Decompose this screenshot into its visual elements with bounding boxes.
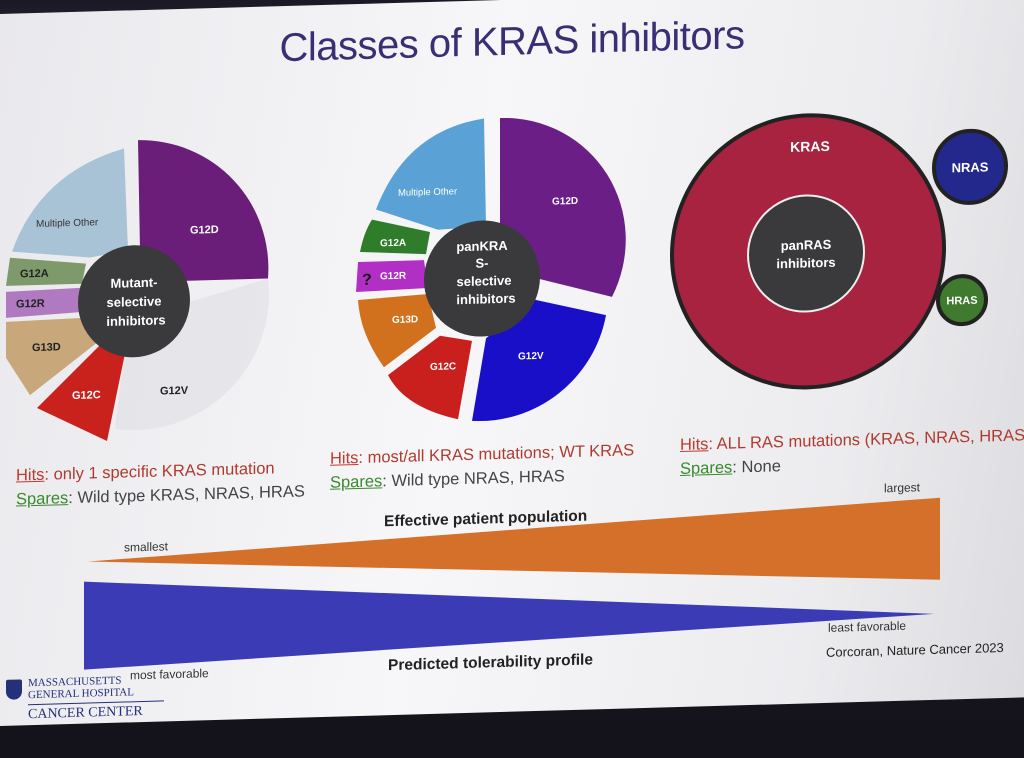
- panel1-segment-g13d: [6, 317, 104, 396]
- panel1-segment-multiple-other: [12, 148, 128, 258]
- panras-center-line2: inhibitors: [776, 255, 835, 272]
- panel3-spares-key: Spares: [680, 458, 733, 479]
- diagram-graphics: G12D G12V G12C G13D G12R G12A Multiple O…: [6, 113, 1008, 670]
- panel2-caption: Hits: most/all KRAS mutations; WT KRAS S…: [330, 438, 634, 494]
- panel2-hits-value: : most/all KRAS mutations; WT KRAS: [358, 441, 635, 467]
- panel2-label-g13d: G13D: [392, 314, 418, 326]
- panel1-center-disc: [78, 245, 190, 358]
- logo-line2: GENERAL HOSPITAL: [28, 686, 134, 702]
- kras-label: KRAS: [790, 138, 830, 155]
- panel1-label-g12a: G12A: [20, 268, 49, 281]
- panel1-center-line2: selective: [107, 293, 162, 310]
- panel1-spares-value: : Wild type KRAS, NRAS, HRAS: [68, 482, 305, 508]
- panel1-label-g12v: G12V: [160, 385, 189, 398]
- panel2-donut: [356, 118, 626, 422]
- panel2-label-g12v: G12V: [518, 351, 544, 363]
- panel3-circles: [670, 113, 1008, 390]
- panel1-hits-value: : only 1 specific KRAS mutation: [44, 459, 275, 484]
- panel2-spares-value: : Wild type NRAS, HRAS: [382, 467, 565, 491]
- panel2-label-g12d: G12D: [552, 196, 578, 208]
- mgh-logo: MASSACHUSETTS GENERAL HOSPITAL CANCER CE…: [6, 673, 164, 723]
- panel3-caption: Hits: ALL RAS mutations (KRAS, NRAS, HRA…: [680, 423, 1024, 481]
- panel2-question-mark: ?: [362, 272, 372, 289]
- population-min-label: smallest: [124, 539, 169, 555]
- panel1-segment-g12r: [6, 287, 88, 318]
- panel2-center-line3: selective: [457, 273, 512, 290]
- panras-center-disc: [747, 194, 865, 313]
- panel2-center-disc: [424, 220, 540, 337]
- panel3-hits-key: Hits: [680, 435, 709, 455]
- nras-circle: [932, 128, 1008, 205]
- panel1-label-g12d: G12D: [190, 224, 219, 237]
- population-max-label: largest: [884, 480, 921, 496]
- panel2-hits-key: Hits: [330, 448, 359, 468]
- panel1-label-g13d: G13D: [32, 341, 61, 354]
- shield-icon: [6, 679, 22, 700]
- nras-label: NRAS: [952, 159, 989, 175]
- population-wedge: [88, 497, 940, 580]
- panel2-segment-g13d: [358, 294, 436, 368]
- panel3-spares-value: : None: [732, 457, 781, 477]
- panel1-label-multiple-other: Multiple Other: [36, 217, 99, 230]
- panel2-center-line4: inhibitors: [456, 291, 515, 308]
- hras-label: HRAS: [946, 295, 977, 308]
- panel2-segment-g12a: [360, 219, 430, 255]
- panel2-segment-g12r: [356, 260, 428, 293]
- panel1-hits-key: Hits: [16, 465, 45, 485]
- panel1-segment-g12d: [138, 140, 269, 282]
- panel1-segment-g12c: [37, 341, 126, 442]
- panel1-center-line1: Mutant-: [111, 275, 158, 291]
- panel2-center-line2: S-: [476, 255, 489, 270]
- tolerability-wedge: [84, 581, 934, 670]
- panel1-segment-g12a: [6, 257, 86, 286]
- panel1-spares-key: Spares: [16, 489, 69, 509]
- panel2-segment-g12c: [388, 335, 472, 420]
- panel2-segment-multiple-other: [376, 118, 486, 230]
- panel2-label-g12a: G12A: [380, 238, 406, 250]
- panel2-label-multiple-other: Multiple Other: [398, 186, 457, 199]
- panel2-label-g12c: G12C: [430, 361, 456, 373]
- panel2-center-line1: panKRA: [456, 238, 508, 254]
- panel1-caption: Hits: only 1 specific KRAS mutation Spar…: [16, 455, 305, 511]
- panras-center-line1: panRAS: [781, 237, 832, 253]
- panel1-label-g12c: G12C: [72, 389, 101, 402]
- presentation-slide: Classes of KRAS inhibitors: [0, 0, 1024, 726]
- panel1-label-g12r: G12R: [16, 298, 45, 311]
- hras-circle: [936, 274, 988, 327]
- panel2-label-g12r: G12R: [380, 271, 407, 283]
- panel1-donut: [6, 140, 269, 442]
- panel1-center-line3: inhibitors: [106, 312, 165, 329]
- tolerability-max-label: least favorable: [828, 618, 907, 635]
- panel2-spares-key: Spares: [330, 472, 383, 492]
